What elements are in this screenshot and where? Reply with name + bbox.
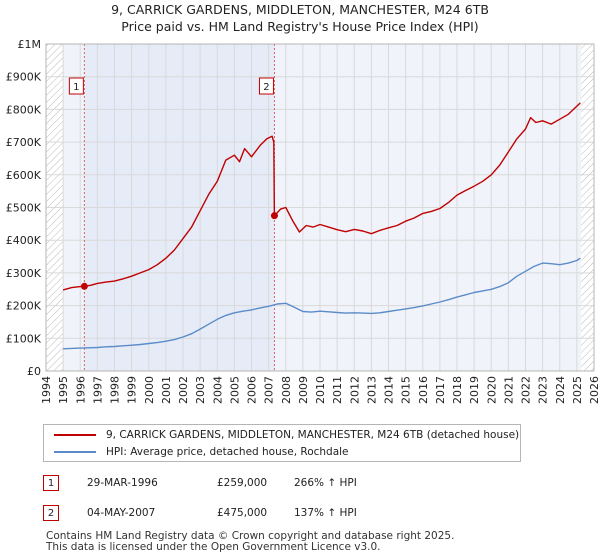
x-tick-label: 1997 — [91, 376, 104, 404]
marker-label: 2 — [263, 82, 269, 93]
x-tick-label: 2010 — [314, 376, 327, 404]
x-tick-label: 2024 — [554, 376, 567, 404]
x-tick-label: 2004 — [211, 376, 224, 404]
hpi-line — [63, 257, 581, 350]
x-tick-label: 2014 — [383, 376, 396, 404]
y-tick-label: £800K — [6, 103, 42, 116]
legend-label-property: 9, CARRICK GARDENS, MIDDLETON, MANCHESTE… — [106, 429, 520, 441]
x-tick-label: 1995 — [57, 376, 70, 404]
price-chart: 1 2 £0 £100K £200K £300K £400K £500K £600K £700K £… — [6, 38, 600, 404]
x-tick-label: 2002 — [177, 376, 190, 404]
x-tick-label: 1994 — [40, 376, 53, 404]
transaction-row: 2 04-MAY-2007 £475,000 137% ↑ HPI — [43, 503, 357, 523]
y-tick-label: £600K — [6, 169, 42, 182]
x-tick-label: 2026 — [588, 376, 600, 404]
x-tick-label: 2006 — [246, 376, 259, 404]
property-price-line — [62, 102, 581, 291]
x-tick-label: 2018 — [451, 376, 464, 404]
transaction-number-badge: 2 — [43, 505, 59, 521]
transaction-date: 04-MAY-2007 — [87, 507, 156, 519]
x-tick-label: 1999 — [126, 376, 139, 404]
transaction-date: 29-MAR-1996 — [87, 477, 158, 489]
x-tick-label: 2017 — [434, 376, 447, 404]
sale-point — [80, 282, 88, 290]
legend-item-hpi: HPI: Average price, detached house, Roch… — [54, 444, 349, 460]
x-tick-label: 2011 — [331, 376, 344, 404]
x-tick-label: 2021 — [502, 376, 515, 404]
y-tick-label: £100K — [6, 332, 42, 345]
transaction-price: £475,000 — [217, 507, 268, 519]
y-tick-label: £400K — [6, 234, 42, 247]
x-tick-label: 2007 — [263, 376, 276, 404]
x-tick-label: 2005 — [228, 376, 241, 404]
transaction-row: 1 29-MAR-1996 £259,000 266% ↑ HPI — [43, 473, 357, 493]
legend-item-property: 9, CARRICK GARDENS, MIDDLETON, MANCHESTE… — [54, 427, 519, 443]
x-tick-label: 2016 — [417, 376, 430, 404]
x-tick-label: 2013 — [365, 376, 378, 404]
x-tick-label: 2022 — [520, 376, 533, 404]
x-tick-label: 2015 — [400, 376, 413, 404]
chart-title-line2: Price paid vs. HM Land Registry's House … — [121, 19, 479, 34]
transaction-hpi-change: 137% ↑ HPI — [294, 507, 357, 519]
x-tick-label: 2008 — [280, 376, 293, 404]
x-tick-label: 1996 — [74, 376, 87, 404]
y-tick-label: £1M — [18, 38, 42, 51]
marker-label-box — [258, 77, 274, 95]
x-tick-label: 2009 — [297, 376, 310, 404]
legend-line-property — [54, 434, 96, 436]
y-tick-label: £200K — [6, 300, 42, 313]
legend-label-hpi: HPI: Average price, detached house, Roch… — [106, 446, 349, 458]
x-tick-label: 2000 — [143, 376, 156, 404]
sale-point — [270, 212, 278, 220]
chart-title-line1: 9, CARRICK GARDENS, MIDDLETON, MANCHESTE… — [111, 2, 489, 17]
footer-license: This data is licensed under the Open Gov… — [46, 541, 381, 553]
chart-legend: 9, CARRICK GARDENS, MIDDLETON, MANCHESTE… — [43, 424, 521, 462]
legend-line-hpi — [54, 451, 96, 453]
x-tick-label: 2003 — [194, 376, 207, 404]
y-tick-label: £900K — [6, 71, 42, 84]
x-tick-label: 2025 — [571, 376, 584, 404]
y-tick-label: £700K — [6, 136, 42, 149]
y-tick-label: £300K — [6, 267, 42, 280]
plot-frame — [45, 43, 595, 372]
x-tick-label: 1998 — [109, 376, 122, 404]
x-tick-label: 2023 — [537, 376, 550, 404]
transaction-number-badge: 1 — [43, 475, 59, 491]
y-tick-label: £0 — [27, 365, 41, 378]
transaction-price: £259,000 — [217, 477, 268, 489]
marker-label: 1 — [73, 82, 79, 93]
marker-label-box — [68, 77, 84, 95]
x-tick-label: 2019 — [468, 376, 481, 404]
x-tick-label: 2020 — [485, 376, 498, 404]
x-tick-label: 2012 — [348, 376, 361, 404]
y-tick-label: £500K — [6, 202, 42, 215]
footer-copyright: Contains HM Land Registry data © Crown c… — [46, 530, 455, 542]
x-tick-label: 2001 — [160, 376, 173, 404]
transaction-hpi-change: 266% ↑ HPI — [294, 477, 357, 489]
